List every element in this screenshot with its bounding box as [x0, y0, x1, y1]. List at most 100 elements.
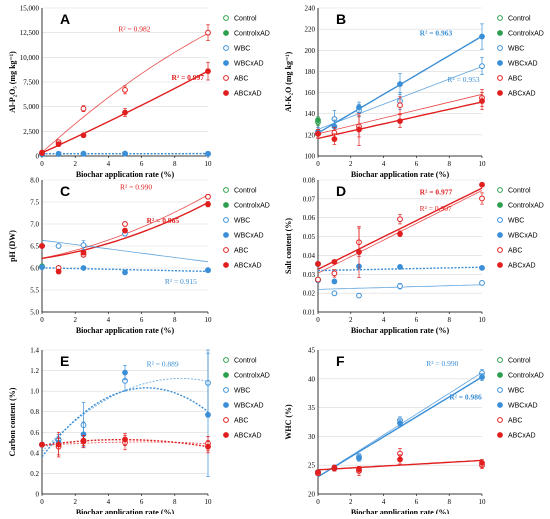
legend-label: WBC [508, 46, 524, 53]
y-tick-label: 180 [305, 68, 316, 76]
legend-marker-wbc [224, 218, 229, 223]
legend-label: WBCxAD [234, 403, 264, 410]
y-tick-label: 5.5 [30, 287, 39, 295]
x-tick-label: 4 [107, 160, 111, 168]
legend-marker-abc [224, 418, 229, 423]
y-tick-label: 0.08 [303, 177, 316, 185]
point-abcxad [332, 466, 337, 471]
panel-letter: A [60, 11, 70, 27]
point-wbc [480, 64, 485, 69]
y-axis-label: pH (DW) [8, 230, 17, 262]
y-tick-label: 0.01 [303, 309, 316, 317]
point-abcxad [40, 151, 45, 156]
y-tick-label: 12,500 [20, 29, 40, 37]
point-wbc [398, 284, 403, 289]
y-tick-label: 0.02 [303, 290, 316, 298]
legend-label: WBC [234, 46, 250, 53]
fit-line-abcxad [318, 188, 482, 269]
r2-annotation: R² = 0.990 [120, 183, 152, 192]
x-tick-label: 8 [447, 160, 451, 168]
x-tick-label: 10 [479, 160, 487, 168]
point-wbcxad [40, 265, 45, 270]
x-tick-label: 8 [173, 316, 177, 324]
legend-label: WBCxAD [234, 61, 264, 68]
point-abcxad [40, 244, 45, 249]
point-abcxad [316, 131, 321, 136]
x-axis-label: Biochar application rate (%) [351, 170, 450, 179]
legend-marker-abc [498, 76, 503, 81]
x-tick-label: 0 [316, 316, 320, 324]
point-abcxad [332, 259, 337, 264]
point-abcxad [56, 269, 61, 274]
x-tick-label: 8 [173, 160, 177, 168]
y-tick-label: 0.6 [30, 429, 39, 437]
y-axis-label: Al-K₂O (mg kg⁻¹) [284, 51, 293, 112]
legend-marker-wbc [224, 46, 229, 51]
y-tick-label: 40 [308, 375, 316, 383]
legend-label: ABCxAD [234, 91, 262, 98]
x-axis-label: Biochar application rate (%) [76, 326, 175, 335]
legend-marker-controlxad [498, 203, 503, 208]
y-tick-label: 120 [305, 131, 316, 139]
point-wbcxad [56, 151, 61, 156]
point-abcxad [206, 69, 211, 74]
x-axis-label: Biochar application rate (%) [76, 170, 175, 179]
point-abc [398, 103, 403, 108]
legend-label: Control [508, 16, 531, 23]
y-tick-label: 7.0 [30, 221, 39, 229]
point-wbcxad [332, 279, 337, 284]
point-abc [81, 106, 86, 111]
r2-annotation: R² = 0.977 [420, 188, 453, 197]
point-abcxad [480, 460, 485, 465]
point-abcxad [56, 142, 61, 147]
legend-marker-abc [224, 76, 229, 81]
point-abcxad [316, 470, 321, 475]
legend-marker-wbcxad [224, 61, 229, 66]
point-wbcxad [206, 412, 211, 417]
point-abcxad [332, 137, 337, 142]
legend-marker-abcxad [498, 433, 503, 438]
y-tick-label: 1.2 [30, 367, 39, 375]
y-axis-label: WHC (%) [284, 404, 293, 440]
x-tick-label: 4 [382, 160, 386, 168]
x-tick-label: 10 [479, 316, 487, 324]
r2-annotation: R² = 0.889 [147, 359, 179, 368]
legend-label: ABCxAD [508, 263, 536, 270]
y-tick-label: 1.0 [30, 388, 39, 396]
x-tick-label: 2 [349, 316, 353, 324]
y-tick-label: 25 [308, 462, 316, 470]
legend-marker-controlxad [498, 31, 503, 36]
y-tick-label: 35 [308, 404, 316, 412]
legend-label: ABC [508, 418, 522, 425]
y-tick-label: 7,500 [23, 79, 39, 87]
x-tick-label: 2 [73, 498, 77, 506]
x-tick-label: 4 [382, 316, 386, 324]
x-tick-label: 4 [382, 498, 386, 506]
legend-marker-wbcxad [498, 233, 503, 238]
point-wbcxad [398, 82, 403, 87]
y-tick-label: 1.4 [30, 347, 39, 355]
point-abcxad [398, 119, 403, 124]
x-tick-label: 8 [447, 498, 451, 506]
y-tick-label: 0.4 [30, 449, 39, 457]
x-tick-label: 6 [140, 498, 144, 506]
r2-annotation: R² = 0.907 [420, 204, 452, 213]
y-tick-label: 100 [305, 153, 316, 161]
legend-marker-controlxad [224, 203, 229, 208]
legend-marker-control [224, 188, 229, 193]
point-wbcxad [123, 270, 128, 275]
r2-annotation: R² = 0.965 [147, 216, 180, 225]
y-tick-label: 6.5 [30, 243, 39, 251]
legend-label: ABCxAD [508, 433, 536, 440]
y-tick-label: 0.8 [30, 408, 39, 416]
legend-label: ControlxAD [508, 373, 544, 380]
legend-marker-control [498, 188, 503, 193]
r2-annotation: R² = 0.982 [118, 25, 150, 34]
legend-label: ABCxAD [508, 91, 536, 98]
point-wbcxad [206, 151, 211, 156]
y-tick-label: 45 [308, 347, 316, 355]
legend-marker-abcxad [498, 263, 503, 268]
point-wbc [332, 291, 337, 296]
legend-marker-control [224, 358, 229, 363]
